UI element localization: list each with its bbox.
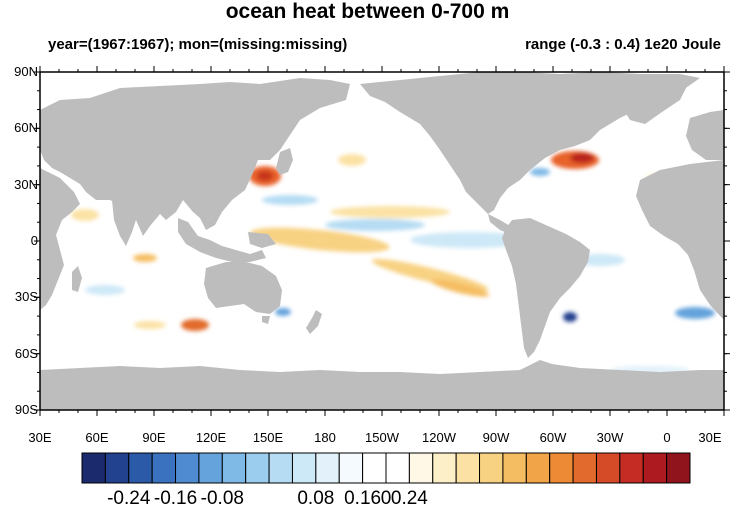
colorbar-swatch <box>315 452 340 484</box>
colorbar-swatch <box>525 452 551 484</box>
colorbar-swatch <box>151 452 177 484</box>
warm-anomaly-north-pacific <box>338 154 366 166</box>
colorbar-tick-label: 0.24 <box>390 488 428 509</box>
longitude-label: 180 <box>314 430 336 445</box>
colorbar-tick-label: -0.16 <box>153 488 198 509</box>
latitude-label: 90N <box>14 64 38 79</box>
land-north-america <box>360 72 700 214</box>
latitude-label: 30S <box>14 289 38 305</box>
cool-anomaly-pacific <box>325 219 425 231</box>
colorbar-swatch <box>338 452 364 484</box>
land-eurasia <box>40 78 350 236</box>
cool-anomaly-tasman <box>275 308 291 316</box>
warm-anomaly-gulfstream-core <box>570 153 594 163</box>
colorbar-tick-label: -0.24 <box>107 488 151 509</box>
latitude-label: 60S <box>14 345 38 361</box>
colorbar-swatch <box>385 452 410 484</box>
land-south-america <box>502 218 590 358</box>
subtitle-time-range: year=(1967:1967); mon=(missing:missing) <box>48 36 348 53</box>
colorbar-swatch <box>572 452 597 484</box>
longitude-label: 30E <box>28 430 52 445</box>
colorbar-swatch <box>245 452 270 484</box>
subtitle-value-range: range (-0.3 : 0.4) 1e20 Joule <box>525 36 721 53</box>
colorbar <box>81 452 691 484</box>
land-europe <box>686 110 724 160</box>
longitude-ticks <box>39 66 725 416</box>
colorbar-swatch <box>619 452 644 484</box>
land-india <box>112 200 138 246</box>
land-masses <box>40 72 724 410</box>
colorbar-swatch <box>432 452 457 484</box>
colorbar-swatch <box>595 452 621 484</box>
longitude-label: 120W <box>422 430 456 445</box>
longitude-label: 0 <box>663 430 671 445</box>
cool-anomaly-west-pacific <box>262 195 318 205</box>
cool-anomaly-east-pacific <box>410 232 530 248</box>
colorbar-swatch <box>666 452 691 484</box>
cool-anomaly-south-indian-east <box>675 307 715 319</box>
warm-anomaly-north-pacific-band <box>330 206 450 218</box>
colorbar-swatch <box>455 452 481 484</box>
colorbar-tick-label: 0.16 <box>344 488 382 509</box>
colorbar-swatch <box>362 452 387 484</box>
colorbar-tick-label: -0.08 <box>200 488 244 509</box>
latitude-ticks <box>34 71 730 411</box>
warm-anomaly-indian-south <box>181 319 209 331</box>
colorbar-swatch <box>268 452 293 484</box>
longitude-label: 150W <box>365 430 399 445</box>
colorbar-swatch <box>479 452 504 484</box>
cool-anomaly-south-indian <box>85 285 125 295</box>
longitude-label: 60W <box>539 430 567 445</box>
land-madagascar <box>72 266 82 292</box>
colorbar-swatch <box>408 452 434 484</box>
land-greenland <box>610 78 690 124</box>
cool-anomaly-north-atlantic <box>530 168 550 176</box>
land-japan <box>276 148 293 175</box>
anomaly-field <box>71 151 715 374</box>
longitude-label: 150E <box>252 430 284 445</box>
colorbar-tick-label: 0 <box>380 488 392 509</box>
colorbar-swatch <box>642 452 668 484</box>
longitude-label: 30W <box>596 430 624 445</box>
colorbar-swatch <box>221 452 247 484</box>
latitude-label: 60N <box>14 120 38 136</box>
land-indonesia <box>178 218 266 262</box>
longitude-label: 60E <box>85 430 109 445</box>
land-new-guinea <box>248 232 276 248</box>
land-tasmania <box>262 316 270 324</box>
colorbar-swatch <box>549 452 574 484</box>
colorbar-swatch <box>291 452 317 484</box>
colorbar-swatch <box>175 452 200 484</box>
map-title: ocean heat between 0-700 m <box>225 0 510 23</box>
latitude-label: 0 <box>30 233 38 248</box>
warm-anomaly-indian-central <box>133 254 157 262</box>
longitude-label: 30E <box>698 430 722 445</box>
colorbar-swatch <box>81 452 106 484</box>
land-africa <box>40 168 80 310</box>
colorbar-tick-label: 0.08 <box>297 488 335 509</box>
land-africa-west <box>636 160 724 320</box>
warm-anomaly-indian-west <box>134 321 166 329</box>
colorbar-swatch <box>128 452 153 484</box>
longitude-label: 90E <box>142 430 166 445</box>
cool-anomaly-south-atlantic <box>563 312 577 322</box>
warm-anomaly-south-pacific-core <box>430 279 490 297</box>
map-area <box>40 72 724 410</box>
warm-anomaly-equatorial-pacific <box>250 227 390 253</box>
colorbar-swatch <box>104 452 130 484</box>
land-new-zealand <box>306 310 322 334</box>
longitude-label: 120E <box>195 430 227 445</box>
colorbar-swatch <box>198 452 223 484</box>
land-antarctica <box>40 360 724 410</box>
warm-anomaly-arabian-sea <box>71 209 99 221</box>
warm-anomaly-kuroshio-core <box>257 171 273 181</box>
colorbar-swatch <box>502 452 527 484</box>
longitude-label: 90W <box>482 430 510 445</box>
latitude-label: 90S <box>14 402 38 417</box>
land-australia <box>204 262 282 314</box>
latitude-label: 30N <box>14 176 38 192</box>
